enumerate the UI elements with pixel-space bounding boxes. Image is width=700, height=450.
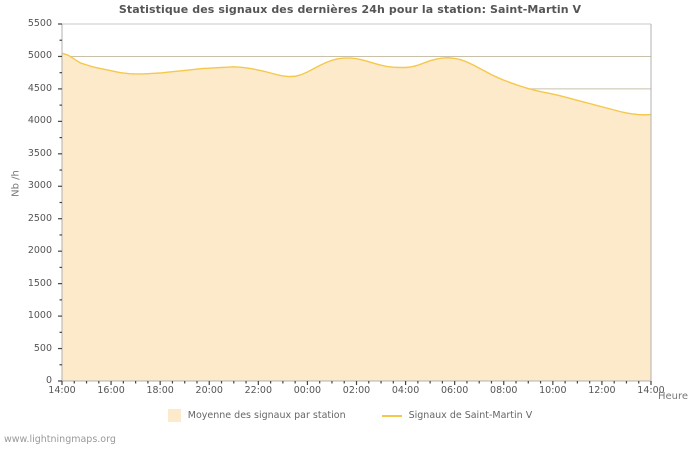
x-tick-label: 04:00 (391, 385, 420, 396)
y-tick-label: 5500 (27, 18, 52, 29)
x-tick-label: 18:00 (146, 385, 174, 396)
y-tick-label: 3500 (27, 147, 52, 159)
series-average-area (61, 52, 652, 382)
x-tick-label: 08:00 (490, 385, 518, 396)
plot-area (58, 23, 652, 385)
legend-label-station: Signaux de Saint-Martin V (408, 410, 533, 421)
y-tick-label: 1500 (27, 277, 52, 289)
x-tick-label: 16:00 (97, 385, 125, 396)
x-tick-label: 12:00 (588, 385, 616, 396)
y-tick-label: 5000 (27, 50, 52, 62)
legend-item-average: Moyenne des signaux par station (167, 409, 346, 422)
y-tick-label: 1000 (27, 310, 52, 322)
x-tick-label: 14:00 (637, 385, 665, 396)
chart-legend: Moyenne des signaux par station Signaux … (0, 409, 700, 422)
x-tick-label: 20:00 (195, 385, 223, 396)
x-axis-label: Heure (657, 391, 688, 402)
legend-item-station: Signaux de Saint-Martin V (381, 410, 533, 421)
x-tick-label: 00:00 (293, 385, 322, 396)
source-watermark: www.lightningmaps.org (4, 434, 116, 445)
x-tick-label: 02:00 (342, 385, 371, 396)
chart-title: Statistique des signaux des dernières 24… (118, 3, 582, 16)
y-tick-label: 2000 (27, 245, 52, 257)
y-tick-label: 500 (33, 342, 52, 354)
legend-swatch-area-icon (167, 409, 181, 422)
y-tick-label: 4500 (27, 82, 52, 94)
y-tick-label: 0 (45, 375, 52, 386)
x-tick-label: 06:00 (440, 385, 469, 396)
x-tick-label: 10:00 (539, 385, 567, 396)
y-tick-label: 3000 (27, 180, 52, 192)
x-tick-label: 22:00 (244, 385, 273, 396)
y-tick-label: 4000 (27, 115, 52, 127)
legend-swatch-line-icon (381, 414, 402, 417)
legend-label-average: Moyenne des signaux par station (187, 410, 346, 421)
y-tick-label: 2500 (27, 212, 52, 224)
x-tick-label: 14:00 (48, 385, 76, 396)
